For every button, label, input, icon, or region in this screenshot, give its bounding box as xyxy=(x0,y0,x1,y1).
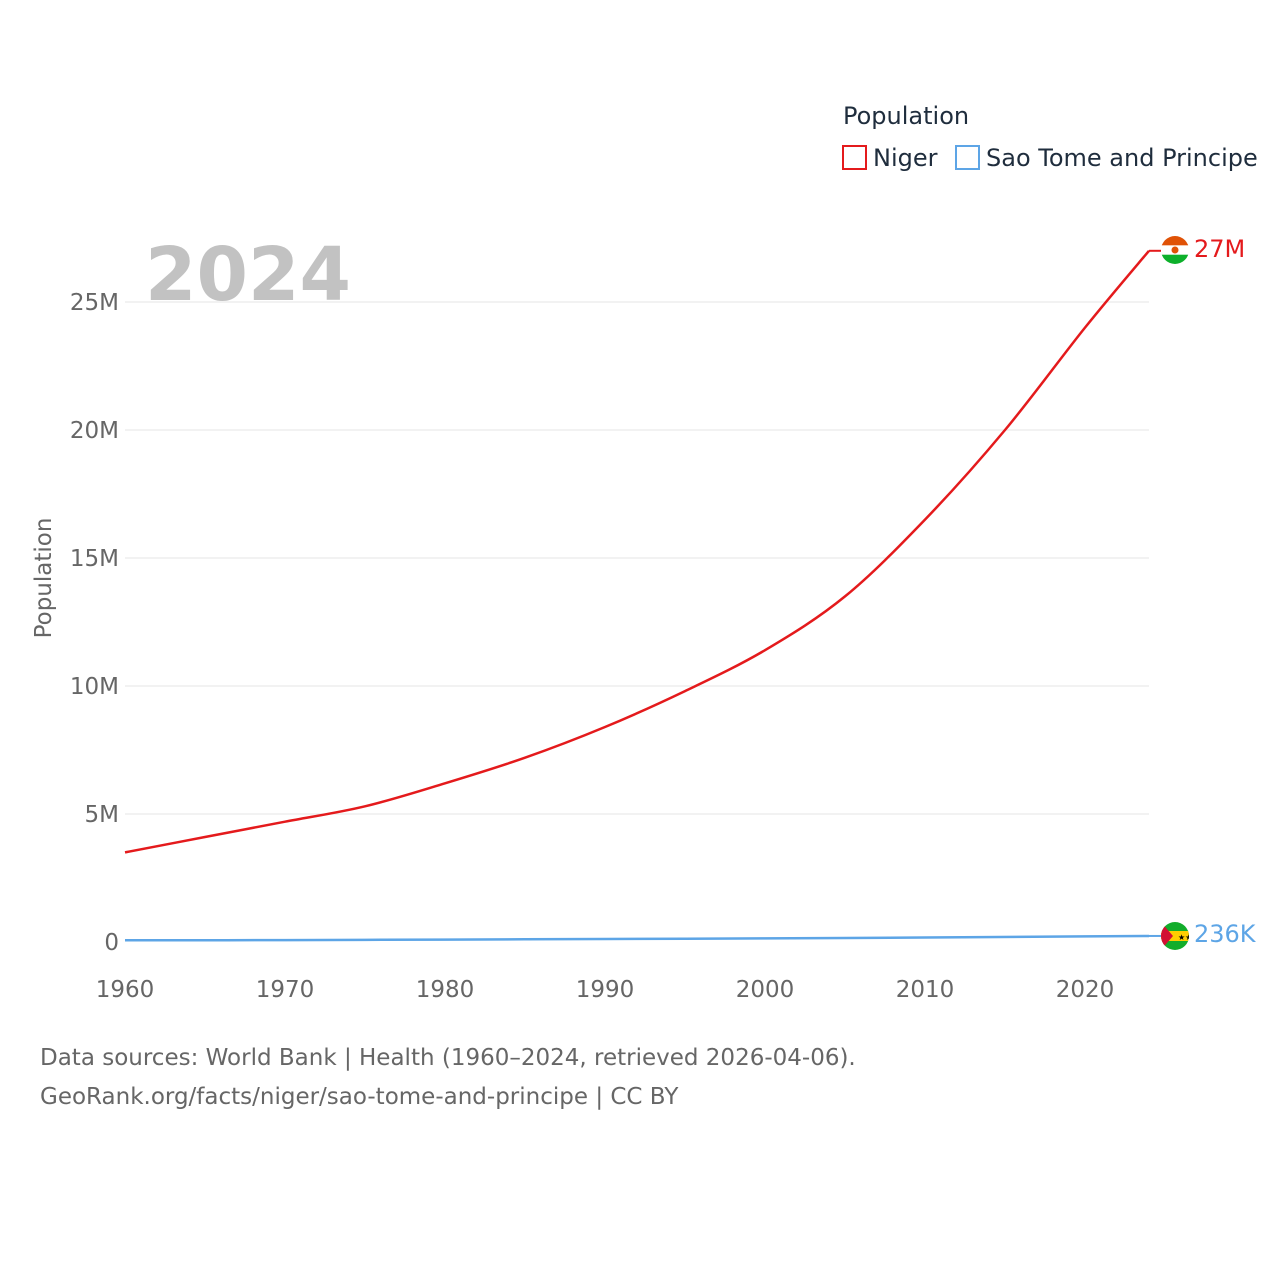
x-tick-label: 1970 xyxy=(256,977,315,1003)
niger-end-label: 27M xyxy=(1194,235,1245,263)
series-line-sao-tome-and-principe[interactable] xyxy=(124,934,1150,942)
legend-label-sao-tome[interactable]: Sao Tome and Principe xyxy=(986,144,1258,172)
legend-swatch-sao-tome[interactable] xyxy=(955,145,980,170)
series-lines xyxy=(124,249,1161,942)
legend-title: Population xyxy=(843,102,969,130)
y-axis-ticks: 0 5M 10M 15M 20M 25M xyxy=(70,290,119,956)
x-axis-ticks: 1960 1970 1980 1990 2000 2010 2020 xyxy=(96,977,1115,1003)
legend-swatch-niger[interactable] xyxy=(842,145,867,170)
x-tick-label: 1990 xyxy=(576,977,635,1003)
series-line-niger[interactable] xyxy=(124,249,1150,854)
y-tick-label: 10M xyxy=(70,674,119,700)
sao-tome-and-principe-flag-icon: ★★ xyxy=(1161,922,1192,950)
x-tick-label: 2010 xyxy=(896,977,955,1003)
sao-tome-end-label: 236K xyxy=(1194,920,1257,948)
y-tick-label: 25M xyxy=(70,290,119,316)
niger-flag-icon xyxy=(1161,236,1189,264)
y-tick-label: 20M xyxy=(70,418,119,444)
x-tick-label: 1960 xyxy=(96,977,155,1003)
legend: Population Niger Sao Tome and Principe xyxy=(842,102,1258,172)
footer-data-sources: Data sources: World Bank | Health (1960–… xyxy=(40,1045,856,1071)
legend-label-niger[interactable]: Niger xyxy=(873,144,938,172)
x-tick-label: 2000 xyxy=(736,977,795,1003)
y-axis-title: Population xyxy=(31,518,57,639)
x-tick-label: 1980 xyxy=(416,977,475,1003)
y-tick-label: 15M xyxy=(70,546,119,572)
svg-text:★★: ★★ xyxy=(1178,933,1192,942)
grid-lines xyxy=(125,301,1149,815)
footer-source-link[interactable]: GeoRank.org/facts/niger/sao-tome-and-pri… xyxy=(40,1084,679,1110)
x-tick-label: 2020 xyxy=(1056,977,1115,1003)
current-year-label: 2024 xyxy=(145,232,351,318)
y-tick-label: 0 xyxy=(104,930,119,956)
y-tick-label: 5M xyxy=(85,802,119,828)
